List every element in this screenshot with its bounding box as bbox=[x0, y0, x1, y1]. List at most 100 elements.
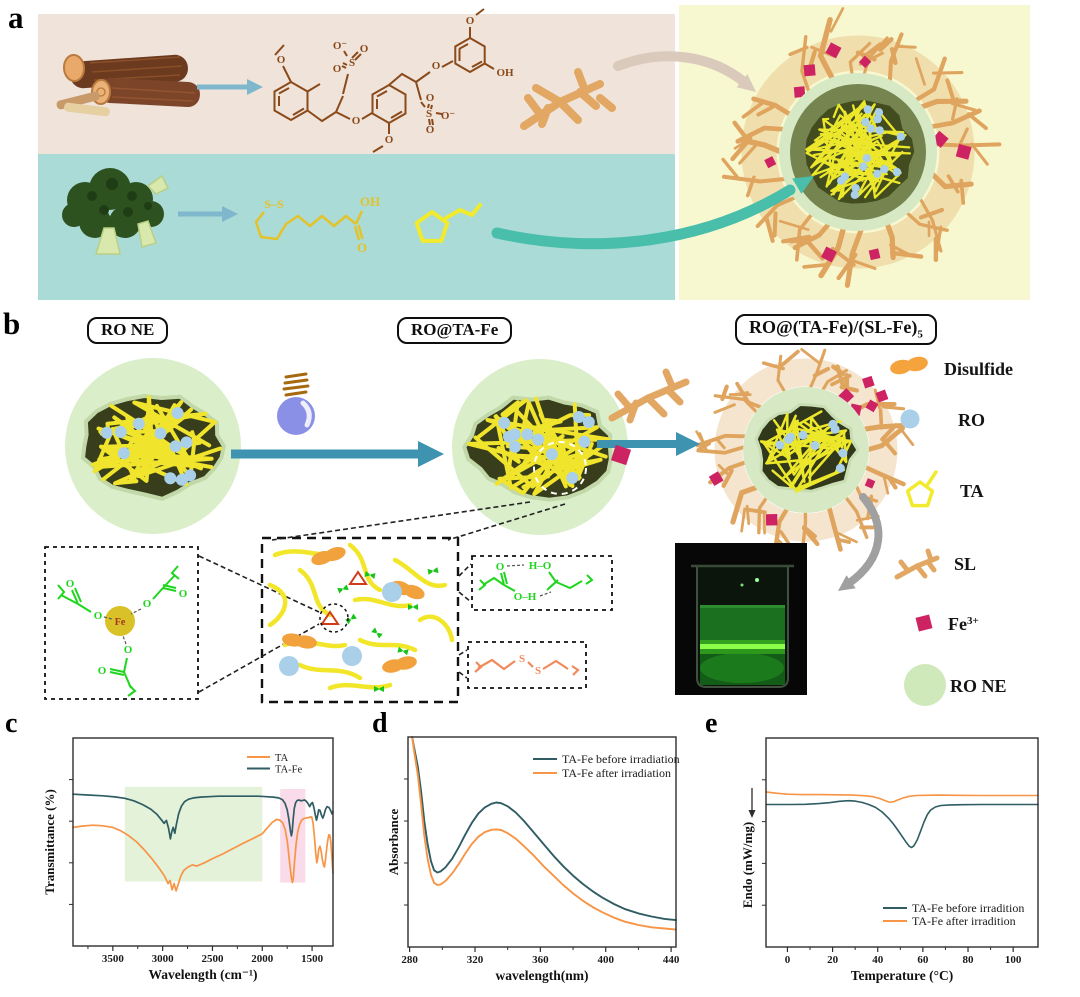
corona-branch bbox=[817, 17, 839, 88]
ta-icon bbox=[905, 470, 938, 508]
wood-logs-illustration bbox=[56, 54, 200, 117]
series-line bbox=[72, 793, 334, 840]
plot-border bbox=[72, 737, 334, 947]
corona-twig bbox=[935, 225, 943, 253]
corona-twig bbox=[695, 430, 706, 446]
corona-twig bbox=[730, 136, 753, 162]
ro-droplet bbox=[866, 124, 875, 133]
ro-droplet bbox=[810, 441, 820, 450]
legend-label: TA-Fe bbox=[275, 765, 302, 776]
disulfide-icon bbox=[890, 356, 928, 375]
arrow-stage2-to-stage3 bbox=[597, 432, 700, 456]
struct-label: O bbox=[66, 578, 75, 590]
light-bulb-icon bbox=[277, 372, 315, 435]
x-tick-label: 280 bbox=[401, 954, 418, 966]
ro-droplet bbox=[859, 162, 868, 171]
corona-twig bbox=[713, 403, 736, 414]
corona-twig bbox=[946, 174, 960, 194]
corona-branch bbox=[900, 206, 949, 232]
legend-label: TA-Fe after irradiation bbox=[562, 766, 671, 780]
panel-e-label: e bbox=[705, 708, 718, 739]
corona-twig bbox=[812, 366, 831, 378]
fe3-square bbox=[803, 64, 816, 77]
ta-strand bbox=[832, 103, 888, 182]
ro-droplet bbox=[875, 126, 884, 135]
corona-twig bbox=[717, 463, 729, 475]
corona-twig bbox=[745, 504, 751, 526]
fe3-square-icon bbox=[610, 444, 632, 466]
ta-pentagon-icon bbox=[414, 203, 482, 243]
ta-strand bbox=[802, 420, 846, 447]
ro-droplet bbox=[572, 411, 585, 423]
corona-twig bbox=[788, 45, 809, 57]
stage-label-ro-ne: RO NE bbox=[87, 317, 169, 344]
x-tick-label: 360 bbox=[532, 954, 549, 966]
fe3-square bbox=[955, 143, 972, 160]
fe3-square bbox=[793, 86, 806, 98]
corona-twig bbox=[889, 47, 898, 66]
struct-label: O bbox=[143, 598, 152, 610]
struct-label: O bbox=[352, 115, 361, 127]
inset-network-box bbox=[260, 536, 460, 704]
corona-twig bbox=[745, 175, 756, 198]
x-tick-label: 3500 bbox=[102, 953, 125, 965]
ta-strand bbox=[763, 410, 853, 491]
arrow-ta-to-particle bbox=[491, 176, 814, 250]
ro-droplet bbox=[100, 426, 113, 439]
stage-label-ro-ta-fe: RO@TA-Fe bbox=[397, 317, 513, 344]
corona-twig bbox=[780, 349, 800, 367]
corona-twig bbox=[889, 243, 912, 257]
corona-twig bbox=[781, 234, 812, 244]
corona-twig bbox=[715, 437, 726, 450]
broccoli-illustration bbox=[62, 168, 170, 255]
ro-droplet bbox=[862, 154, 871, 163]
corona-twig bbox=[914, 57, 926, 86]
ro-droplet bbox=[582, 416, 595, 429]
sl-icon bbox=[894, 548, 940, 580]
fe3-square bbox=[858, 55, 872, 69]
series-line bbox=[411, 736, 677, 922]
ro-droplet bbox=[498, 416, 511, 429]
corona-branch bbox=[751, 96, 797, 120]
corona-twig bbox=[881, 405, 906, 411]
lignosulfonate-structure: O S O⁻ O O O O O S O O⁻ O O OH bbox=[273, 8, 514, 153]
legend-label-sl: SL bbox=[954, 554, 976, 574]
corona-twig bbox=[918, 207, 945, 220]
corona-branch bbox=[794, 206, 819, 262]
ro-droplet bbox=[532, 433, 545, 446]
fe-label: Fe bbox=[115, 617, 126, 628]
corona-twig bbox=[789, 238, 806, 244]
panel-c-label: c bbox=[5, 708, 18, 739]
ta-strand bbox=[96, 426, 189, 487]
struct-label: O bbox=[98, 665, 107, 677]
corona-twig bbox=[855, 50, 877, 62]
legend-label: TA-Fe after irradition bbox=[912, 914, 1016, 928]
legend-label: TA bbox=[275, 753, 289, 764]
chart-ftir: 3500 3000 2500 2000 1500 Wavelength (cm⁻¹) Tra… bbox=[42, 737, 334, 982]
corona-twig bbox=[802, 525, 817, 538]
corona-twig bbox=[802, 262, 828, 269]
corona-twig bbox=[951, 97, 959, 121]
endo-direction-arrowhead bbox=[748, 810, 756, 818]
corona-twig bbox=[740, 507, 747, 533]
x-tick-label: 440 bbox=[663, 954, 680, 966]
highlight-region bbox=[124, 786, 263, 882]
ro-droplet bbox=[578, 435, 591, 448]
corona-twig bbox=[696, 441, 711, 452]
struct-label: OH bbox=[496, 67, 514, 79]
fe3-square bbox=[820, 246, 837, 263]
nanoparticle-final bbox=[695, 348, 915, 556]
fe-coordination-structure: O O O O O O Fe bbox=[57, 565, 188, 697]
corona-twig bbox=[897, 424, 915, 446]
corona-branch bbox=[695, 433, 755, 448]
corona-twig bbox=[882, 473, 890, 495]
nanoparticle-ro-ta-fe bbox=[452, 359, 628, 535]
ta-strand bbox=[810, 100, 878, 169]
corona-branch bbox=[696, 442, 754, 455]
ro-droplet bbox=[851, 184, 860, 193]
ta-strand bbox=[805, 105, 870, 170]
ro-droplet bbox=[837, 176, 846, 185]
fe3-square bbox=[708, 471, 724, 486]
legend-label: TA-Fe before irradition bbox=[912, 901, 1024, 915]
legend-label: TA-Fe before irradiation bbox=[562, 752, 680, 766]
